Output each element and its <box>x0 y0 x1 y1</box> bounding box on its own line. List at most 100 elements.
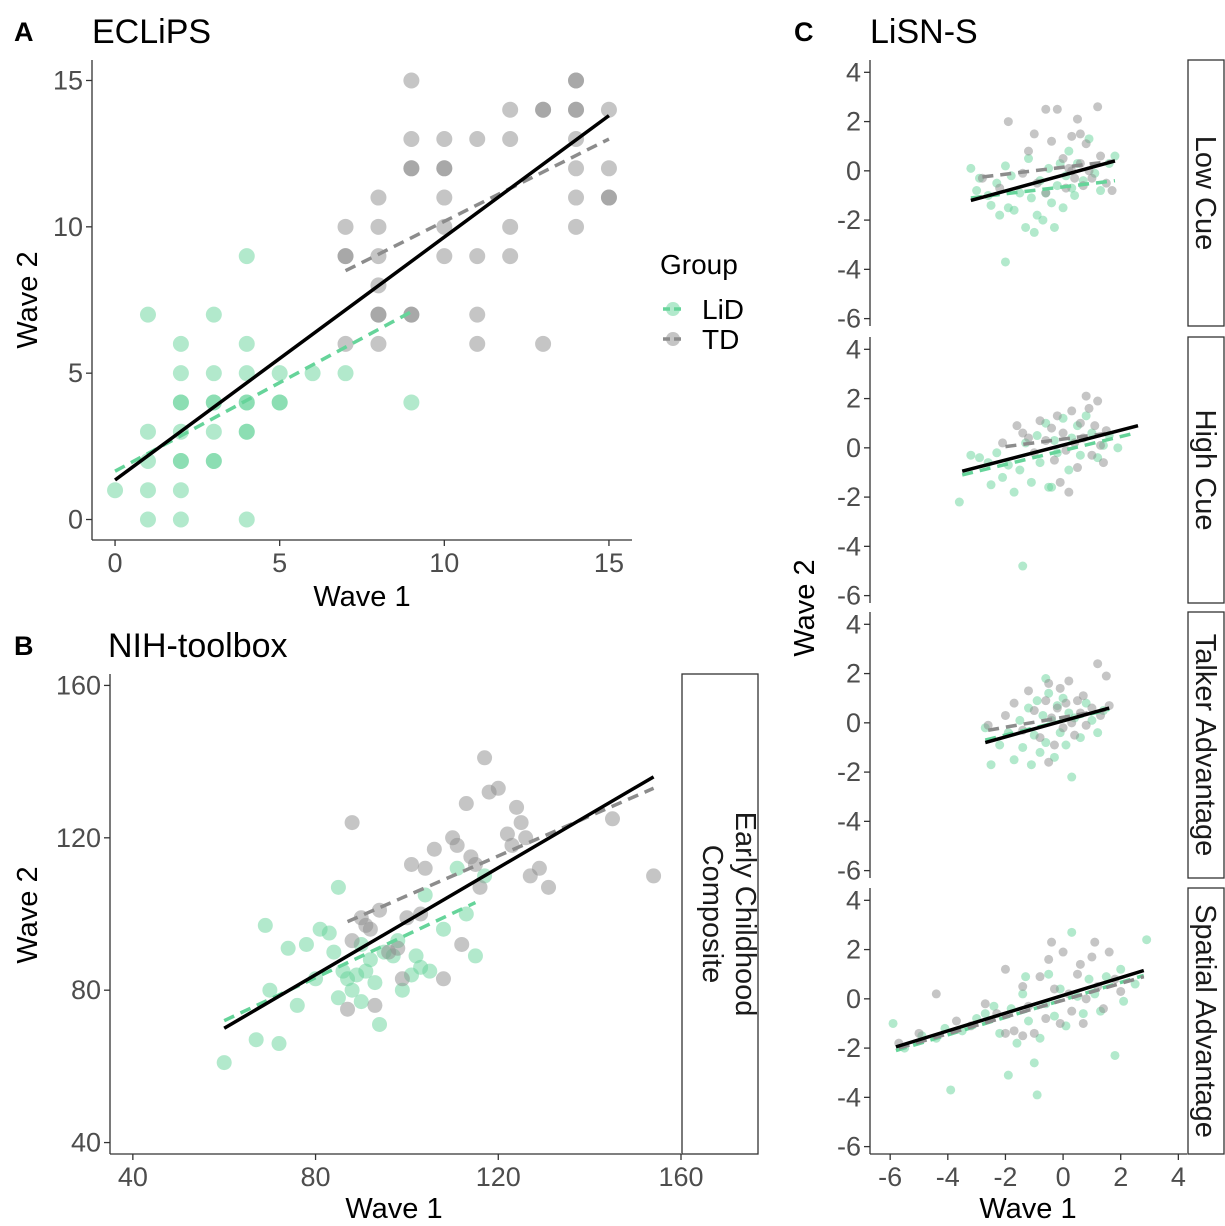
panel-a-point-lid <box>271 365 288 382</box>
panel-c-facet-4-point-lid <box>1032 1090 1042 1100</box>
panel-b-point-lid <box>435 921 451 937</box>
panel-c-facet-4-point-td <box>1044 954 1054 964</box>
panel-b-point-td <box>449 837 465 853</box>
panel-a-point-lid <box>205 394 222 411</box>
panel-b-xlabel: Wave 1 <box>345 1193 442 1225</box>
panel-b-point-lid <box>321 925 337 941</box>
panel-c-letter: C <box>794 17 814 47</box>
panel-c-facet-3-point-td <box>1024 686 1033 696</box>
panel-c-facet-1-fit-td <box>982 159 1116 179</box>
panel-c-facet-3-point-td <box>1070 730 1080 740</box>
panel-c-facet-2-point-lid <box>1032 431 1042 441</box>
panel-a-xtick-label: 10 <box>429 548 459 578</box>
panel-a-point-td <box>568 72 585 89</box>
panel-c-facet-2-point-lid <box>992 448 1002 458</box>
panel-c-facet: -6 -4 -2 0 2 4 High Cue <box>837 334 1225 611</box>
panel-c-facet-1-point-lid <box>1096 186 1106 196</box>
panel-c-facet: -6 -4 -2 0 2 4 Talker Advantage <box>837 609 1225 886</box>
panel-c-facet-4-point-td <box>1047 937 1057 947</box>
panel-c-facet-4-point-td <box>931 989 941 999</box>
panel-a-point-lid <box>139 511 156 528</box>
panel-c-facet-3-point-lid <box>1009 755 1019 765</box>
panel-c-facet-3-ytick-label: 2 <box>846 659 861 689</box>
panel-c-facet-2-point-td <box>1067 406 1077 416</box>
legend-label-lid: LiD <box>702 294 744 325</box>
panel-c-facet-4-point-td <box>1072 969 1082 979</box>
panel-c-facet-4-point-lid <box>1110 1050 1120 1060</box>
panel-c-facet-1-point-lid <box>1058 203 1068 213</box>
panel-a-point-lid <box>172 365 189 382</box>
panel-b-point-lid <box>280 940 296 956</box>
panel-c-facet-4-point-lid <box>1003 1070 1013 1080</box>
panel-b-fit-lid <box>223 900 477 1023</box>
panel-c-facet-3-point-td <box>1058 723 1068 733</box>
panel-c-facet-3-point-lid <box>1035 747 1045 757</box>
panel-b-strip-label: Early Childhood <box>729 812 761 1017</box>
panel-c-facet-4-point-lid <box>946 1085 956 1095</box>
panel-c-facet-2-point-lid <box>1113 443 1123 453</box>
panel-c-strip-label: Spatial Advantage <box>1189 904 1221 1138</box>
panel-c-facet-1-ytick-label: -2 <box>837 205 861 235</box>
panel-c-facet-3-point-td <box>1044 757 1054 767</box>
panel-b-point-td <box>458 796 474 812</box>
panel-c-facet-3-point-lid <box>986 760 996 770</box>
panel-c-facet-4-point-td <box>1000 964 1010 974</box>
panel-c-facet-2-fit-overall <box>961 423 1139 473</box>
panel-c-facet-1-point-lid <box>1110 151 1120 161</box>
panel-c-facet-4-ytick-label: 0 <box>846 984 861 1014</box>
panel-c-facet-2-point-td <box>1081 391 1091 401</box>
panel-c-facet-2-point-lid <box>954 497 964 507</box>
panel-b-ytick-label: 120 <box>56 823 101 853</box>
panel-c-facet-4-xtick-label: -2 <box>993 1162 1017 1192</box>
panel-c-facet-4-point-td <box>1029 1028 1039 1038</box>
panel-a-point-td <box>502 131 519 148</box>
panel-c-facet-3-point-lid <box>1015 715 1025 725</box>
panel-a-point-lid <box>172 452 189 469</box>
panel-c-facet-2-point-td <box>1049 455 1059 465</box>
panel-a-xtick-label: 0 <box>108 548 123 578</box>
panel-c-facet-2-point-lid <box>1064 465 1074 475</box>
panel-c-facet-3-point-td <box>1078 691 1088 701</box>
panel-a-point-lid <box>238 511 255 528</box>
panel-a-point-td <box>436 218 453 235</box>
panel-c-facet-1-point-lid <box>972 186 982 196</box>
panel-c-facet-4-point-td <box>1116 986 1126 996</box>
panel-a-point-td <box>370 306 387 323</box>
panel-c-facet-4-ytick-label: -2 <box>837 1033 861 1063</box>
panel-b-point-lid <box>216 1055 232 1071</box>
panel-a-fit-td <box>344 137 610 273</box>
panel-a-point-td <box>535 335 552 352</box>
panel-c-facet-2-point-td <box>998 438 1008 448</box>
panel-b-point-lid <box>422 963 438 979</box>
panel-c-facet-3-point-td <box>1087 703 1097 713</box>
panel-c-facet-4-point-td <box>1018 982 1028 992</box>
panel-c-strip-label: High Cue <box>1189 410 1221 531</box>
panel-c-facet-3-ytick-label: -6 <box>837 856 861 886</box>
panel-c-facet-1-ytick-label: 0 <box>846 156 861 186</box>
panel-c-facet-3-point-td <box>1041 696 1051 706</box>
panel-c-facet-2-point-td <box>1018 428 1028 438</box>
panel-c-facet-4-point-lid <box>1021 972 1031 982</box>
panel-c-facet-4-point-lid <box>1130 979 1140 989</box>
panel-c-facet-2-point-td <box>1090 421 1100 431</box>
panel-c-facet-4-fit-td <box>898 974 1145 1050</box>
panel-b-point-td <box>390 940 406 956</box>
panel-c-facet-3-point-lid <box>1067 772 1077 782</box>
panel-b-xtick-label: 80 <box>301 1162 331 1192</box>
panel-a-point-td <box>502 218 519 235</box>
panel-c-facet-3-point-td <box>1081 720 1091 730</box>
panel-c-facet-3-point-lid <box>1018 742 1028 752</box>
panel-b-ylabel: Wave 2 <box>12 866 44 963</box>
panel-c-facet-1-fit-overall <box>970 159 1116 203</box>
panel-a-point-lid <box>238 248 255 265</box>
panel-a-point-lid <box>238 335 255 352</box>
panel-b-point-td <box>344 815 360 831</box>
panel-c-facet-1-point-td <box>1070 173 1080 183</box>
panel-a-point-td <box>600 160 617 177</box>
legend-label-td: TD <box>702 324 739 355</box>
panel-c-facet-2-point-lid <box>1049 435 1059 445</box>
panel-a-ytick-label: 5 <box>68 358 83 388</box>
panel-b-xtick-label: 160 <box>658 1162 703 1192</box>
panel-c-facet-1-point-lid <box>1000 257 1010 267</box>
